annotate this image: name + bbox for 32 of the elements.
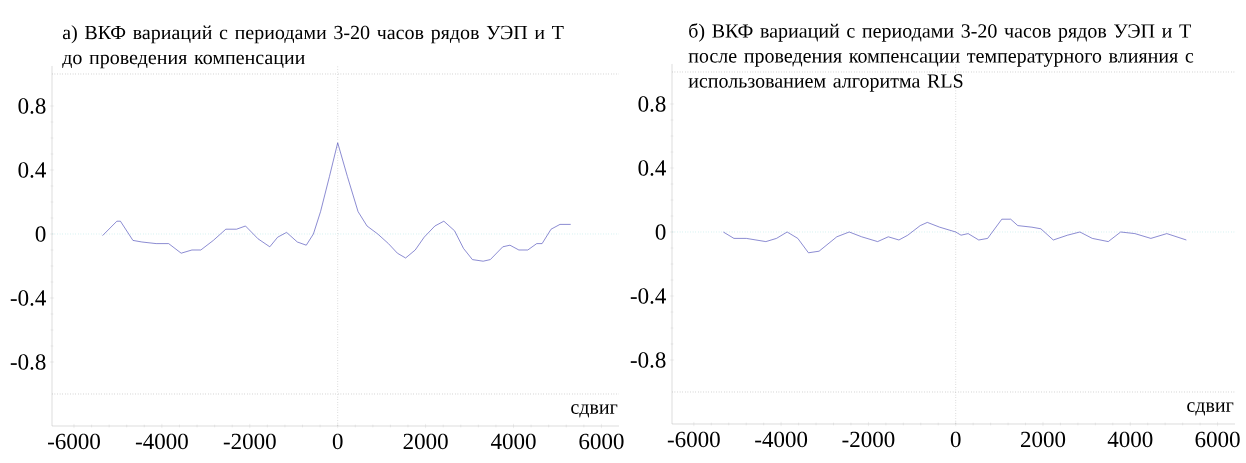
x-tick-label: 4000 <box>1107 431 1153 448</box>
y-tick-label: 0.8 <box>18 98 46 114</box>
x-axis-title: сдвиг <box>571 404 618 418</box>
chart-subtitle: до проведения компенсации <box>62 54 305 69</box>
x-tick-label: -2000 <box>223 433 276 450</box>
y-tick-label: 0 <box>35 226 46 242</box>
x-tick-label: -2000 <box>842 431 895 448</box>
y-tick-label: 0.4 <box>18 162 46 178</box>
x-axis-title: сдвиг <box>1187 402 1234 416</box>
x-tick-label: -4000 <box>135 433 188 450</box>
x-tick-label: -4000 <box>755 431 808 448</box>
y-tick-label: -0.8 <box>630 352 666 368</box>
line-series <box>102 142 572 262</box>
line-series <box>722 218 1187 254</box>
y-tick-label: 0 <box>655 224 666 240</box>
x-tick-label: 4000 <box>490 433 536 450</box>
y-tick-label: 0.8 <box>638 96 666 112</box>
x-tick-label: -6000 <box>48 433 100 450</box>
chart-subtitle: после проведения компенсации температурного влияния с использованием алгоритма RLS <box>688 53 1194 92</box>
chart-title: б) ВКФ вариаций с периодами 3-20 часов рядов УЭП и Т <box>689 23 1191 42</box>
y-tick-label: 0.4 <box>638 160 666 176</box>
x-tick-label: -6000 <box>667 431 720 448</box>
y-tick-label: -0.8 <box>10 354 46 370</box>
chart-title: а) ВКФ вариаций с периодами 3-20 часов рядов УЭП и Т <box>62 25 564 44</box>
x-tick-label: 0 <box>950 431 961 448</box>
x-tick-label: 0 <box>332 433 343 450</box>
y-tick-label: -0.4 <box>10 290 46 306</box>
y-tick-label: -0.4 <box>630 288 666 304</box>
x-tick-label: 2000 <box>1020 431 1066 448</box>
x-tick-label: 2000 <box>403 433 448 450</box>
x-tick-label: 6000 <box>579 433 624 450</box>
x-tick-label: 6000 <box>1195 431 1240 448</box>
